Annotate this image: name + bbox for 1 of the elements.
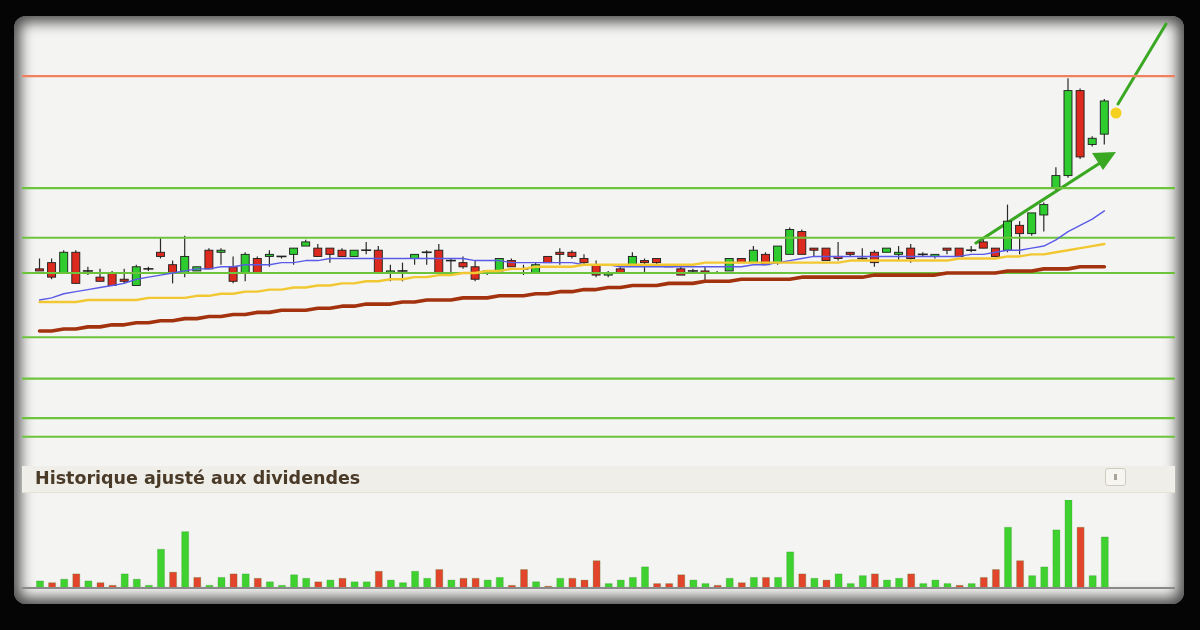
chart-title: Historique ajusté aux dividendes bbox=[35, 468, 361, 488]
